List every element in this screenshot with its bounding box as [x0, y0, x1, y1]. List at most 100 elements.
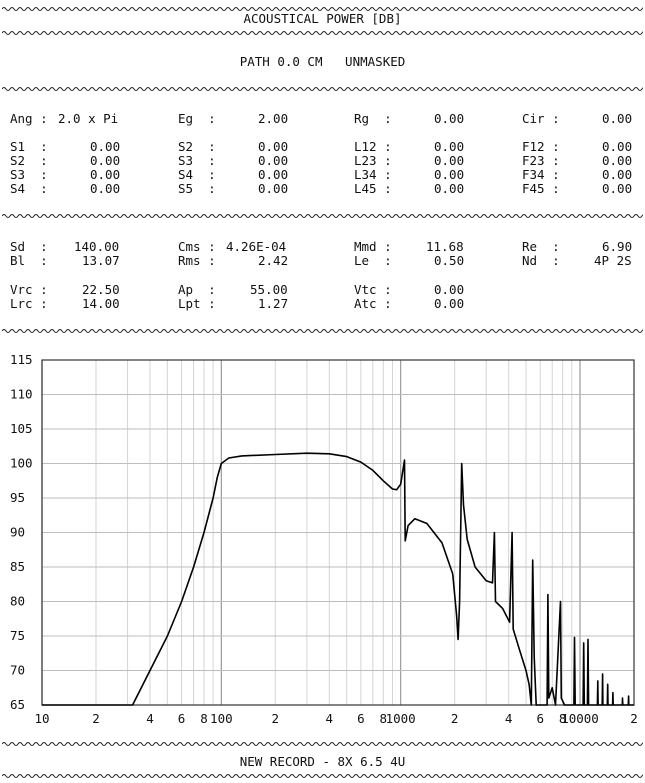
le-label: Le :: [354, 253, 392, 268]
lrc-label: Lrc :: [10, 296, 48, 311]
s4b-value: 0.00: [258, 167, 289, 182]
separator-6: [2, 740, 643, 748]
y-tick-label: 85: [10, 559, 25, 574]
f34-label: F34 :: [522, 167, 560, 182]
mmd-value: 11.68: [426, 239, 464, 254]
x-tick-label: 2: [92, 711, 100, 726]
x-tick-label: 2: [630, 711, 638, 726]
f34-value: 0.00: [602, 167, 633, 182]
rms-value: 2.42: [258, 253, 289, 268]
vrc-label: Vrc :: [10, 282, 48, 297]
s1-value: 0.00: [90, 139, 121, 154]
eg-label: Eg :: [178, 111, 216, 126]
x-tick-label: 6: [357, 711, 365, 726]
s5-value: 0.00: [258, 181, 289, 196]
vtc-label: Vtc :: [354, 282, 392, 297]
separator-1: [2, 5, 643, 13]
l12-value: 0.00: [434, 139, 465, 154]
rg-label: Rg :: [354, 111, 392, 126]
x-tick-label: 100: [210, 711, 233, 726]
s3-value: 0.00: [90, 167, 121, 182]
s4-value: 0.00: [90, 181, 121, 196]
vrc-value: 22.50: [82, 282, 120, 297]
separator-5: [2, 327, 643, 335]
eg-value: 2.00: [258, 111, 289, 126]
y-tick-label: 105: [10, 421, 33, 436]
y-tick-label: 70: [10, 663, 25, 678]
lpt-value: 1.27: [258, 296, 289, 311]
l34-value: 0.00: [434, 167, 465, 182]
y-tick-label: 100: [10, 456, 33, 471]
x-tick-label: 10000: [561, 711, 599, 726]
separator-7: [2, 772, 643, 780]
y-tick-label: 110: [10, 387, 33, 402]
record-footer: NEW RECORD - 8X 6.5 4U: [239, 754, 406, 769]
x-tick-label: 1000: [386, 711, 416, 726]
re-value: 6.90: [602, 239, 633, 254]
path-line: PATH 0.0 CM UNMASKED: [239, 54, 406, 69]
atc-value: 0.00: [434, 296, 465, 311]
y-tick-label: 115: [10, 352, 33, 367]
l34-label: L34 :: [354, 167, 392, 182]
l23-label: L23 :: [354, 153, 392, 168]
s2b-label: S2 :: [178, 139, 216, 154]
x-tick-label: 8: [380, 711, 388, 726]
s2-value: 0.00: [90, 153, 121, 168]
s1-label: S1 :: [10, 139, 48, 154]
x-tick-label: 4: [505, 711, 513, 726]
f23-value: 0.00: [602, 153, 633, 168]
cms-value: 4.26E-04: [226, 239, 287, 254]
f45-value: 0.00: [602, 181, 633, 196]
separator-4: [2, 212, 643, 220]
lpt-label: Lpt :: [178, 296, 216, 311]
x-tick-label: 6: [178, 711, 186, 726]
y-tick-label: 90: [10, 525, 25, 540]
x-tick-label: 8: [559, 711, 567, 726]
cms-label: Cms :: [178, 239, 216, 254]
l45-label: L45 :: [354, 181, 392, 196]
plot-frame: [41, 359, 635, 706]
ang-value: 2.0 x Pi: [58, 111, 119, 126]
y-tick-label: 75: [10, 628, 25, 643]
x-tick-label: 10: [34, 711, 49, 726]
y-tick-label: 65: [10, 697, 25, 712]
f45-label: F45 :: [522, 181, 560, 196]
atc-label: Atc :: [354, 296, 392, 311]
page-title: ACOUSTICAL POWER [DB]: [243, 11, 402, 26]
s3b-label: S3 :: [178, 153, 216, 168]
x-tick-label: 6: [536, 711, 544, 726]
separator-3: [2, 85, 643, 93]
cir-label: Cir :: [522, 111, 560, 126]
s4b-label: S4 :: [178, 167, 216, 182]
nd-value: 4P 2S: [594, 253, 632, 268]
f12-label: F12 :: [522, 139, 560, 154]
bl-value: 13.07: [82, 253, 120, 268]
s2-label: S2 :: [10, 153, 48, 168]
x-tick-label: 2: [451, 711, 459, 726]
s4-label: S4 :: [10, 181, 48, 196]
y-tick-label: 95: [10, 490, 25, 505]
x-tick-label: 8: [200, 711, 208, 726]
rms-label: Rms :: [178, 253, 216, 268]
cir-value: 0.00: [602, 111, 633, 126]
separator-2: [2, 29, 643, 37]
x-tick-label: 2: [272, 711, 280, 726]
x-tick-label: 4: [146, 711, 154, 726]
s3b-value: 0.00: [258, 153, 289, 168]
sd-label: Sd :: [10, 239, 48, 254]
x-tick-label: 4: [326, 711, 334, 726]
ang-label: Ang :: [10, 111, 48, 126]
s5-label: S5 :: [178, 181, 216, 196]
s2b-value: 0.00: [258, 139, 289, 154]
l12-label: L12 :: [354, 139, 392, 154]
vtc-value: 0.00: [434, 282, 465, 297]
ap-label: Ap :: [178, 282, 216, 297]
f23-label: F23 :: [522, 153, 560, 168]
y-tick-label: 80: [10, 594, 25, 609]
re-label: Re :: [522, 239, 560, 254]
rg-value: 0.00: [434, 111, 465, 126]
ap-value: 55.00: [250, 282, 288, 297]
le-value: 0.50: [434, 253, 465, 268]
lrc-value: 14.00: [82, 296, 120, 311]
